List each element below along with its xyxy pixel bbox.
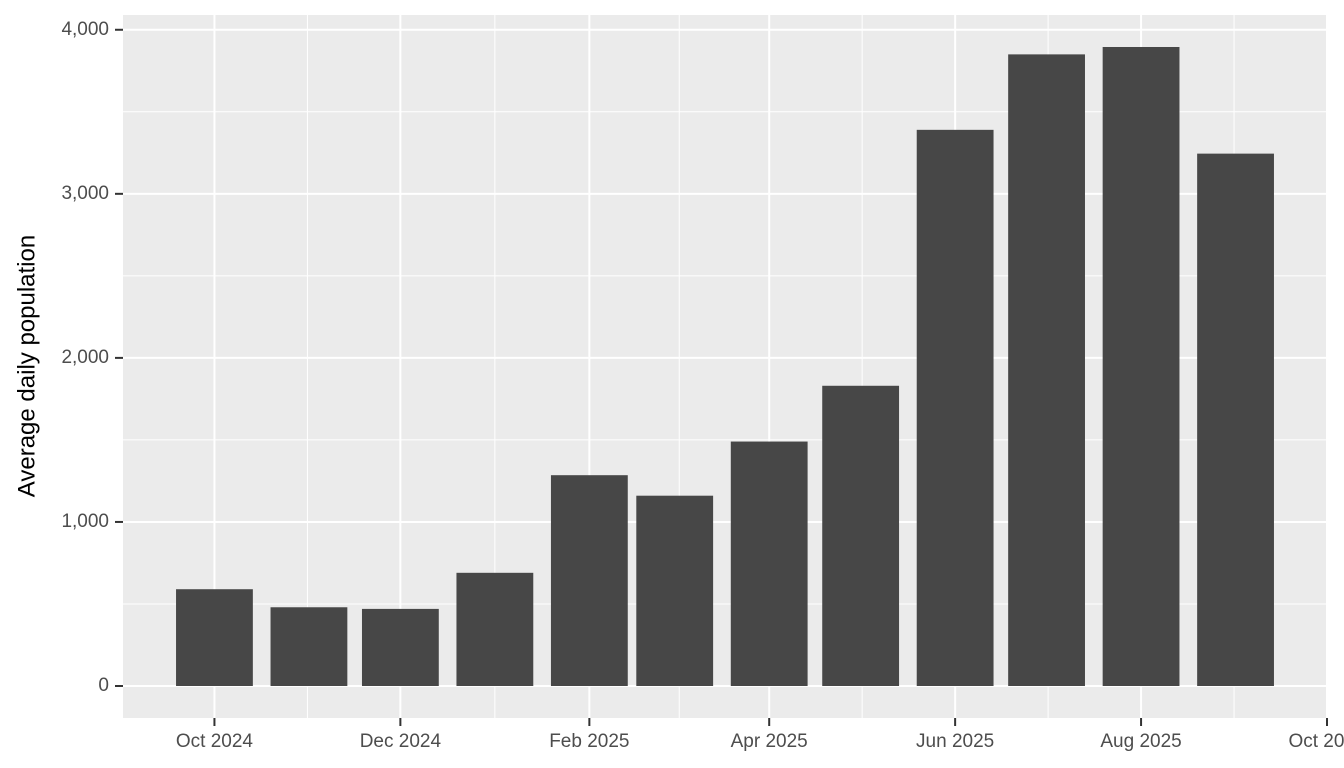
bar [270, 607, 348, 687]
bar [822, 385, 900, 687]
bar [636, 495, 714, 687]
x-tick-label: Oct 2025 [1288, 731, 1344, 752]
x-tick-label: Feb 2025 [549, 731, 629, 752]
y-axis-title: Average daily population [13, 235, 40, 497]
y-tick-label: 2,000 [61, 347, 109, 368]
bar [176, 589, 253, 687]
bar [550, 475, 628, 687]
y-tick-label: 0 [98, 675, 109, 696]
x-tick-label: Apr 2025 [731, 731, 808, 752]
y-tick-label: 4,000 [61, 19, 109, 40]
bar [730, 441, 808, 687]
bar [1197, 153, 1274, 687]
bars [176, 46, 1274, 687]
y-tick-label: 3,000 [61, 183, 109, 204]
bar [916, 129, 994, 687]
x-tick-label: Aug 2025 [1100, 731, 1181, 752]
x-tick-label: Dec 2024 [360, 731, 442, 752]
x-tick-label: Jun 2025 [916, 731, 994, 752]
bar [361, 608, 439, 687]
bar [1102, 46, 1180, 687]
bar [1008, 54, 1085, 687]
y-tick-label: 1,000 [61, 511, 109, 532]
bar [456, 572, 534, 687]
x-tick-label: Oct 2024 [176, 731, 254, 752]
